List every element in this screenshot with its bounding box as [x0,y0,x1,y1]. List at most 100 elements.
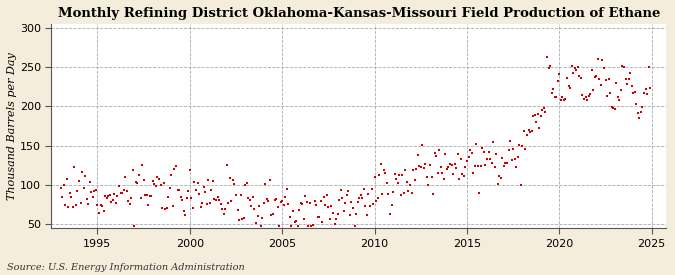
Point [161,206,172,210]
Point [577,93,588,97]
Point [437,171,448,175]
Point [480,163,491,167]
Point [512,155,523,159]
Point [522,133,533,138]
Point [163,195,173,199]
Point [445,161,456,166]
Point [80,174,90,178]
Point [446,163,457,167]
Point [144,194,155,198]
Point [629,90,640,94]
Point [200,190,211,195]
Point [288,209,298,214]
Point [132,181,143,186]
Point [588,88,599,92]
Point [583,94,594,98]
Point [360,204,371,208]
Point [154,177,165,182]
Point [167,204,178,208]
Point [634,116,645,120]
Point [141,193,152,197]
Point [315,199,326,203]
Point [118,188,129,192]
Point [263,198,274,203]
Point [628,91,639,95]
Point [57,195,68,200]
Point [516,183,526,188]
Point [511,165,522,169]
Point [408,168,418,172]
Point [198,185,209,189]
Point [248,194,259,199]
Point [314,215,325,219]
Point [238,216,249,220]
Point [417,143,428,147]
Point [90,187,101,192]
Point [440,152,451,156]
Point [491,152,502,156]
Point [468,171,479,175]
Point [75,200,86,205]
Point [549,95,560,99]
Point [582,97,593,102]
Point [72,188,83,193]
Point [183,188,194,193]
Point [642,91,653,96]
Point [485,157,495,161]
Point [396,193,406,198]
Point [591,73,601,78]
Point [429,151,440,155]
Point [377,192,387,196]
Point [212,194,223,199]
Point [470,141,481,146]
Point [452,152,463,156]
Point [89,188,100,193]
Point [205,200,215,205]
Point [556,98,566,103]
Point [380,171,391,175]
Point [342,193,352,197]
Point [385,212,396,217]
Point [320,203,331,207]
Point [580,95,591,99]
Point [492,182,503,186]
Point [431,154,441,158]
Point [423,183,434,187]
Point [278,203,289,208]
Point [595,82,606,87]
Point [332,212,343,216]
Point [403,189,414,193]
Point [409,178,420,182]
Point [302,200,313,204]
Point [523,128,534,132]
Point [203,178,214,182]
Point [177,198,188,202]
Point [250,220,261,225]
Point [260,182,271,186]
Point [383,192,394,196]
Point [352,200,363,204]
Point [97,203,107,208]
Point [343,189,354,194]
Point [266,213,277,218]
Point [636,110,647,115]
Point [488,139,499,144]
Point [256,216,267,220]
Point [611,81,622,86]
Point [128,168,138,172]
Point [209,197,220,202]
Point [300,193,310,198]
Point [254,204,265,208]
Point [214,198,225,203]
Point [645,86,655,90]
Point [418,166,429,170]
Point [358,187,369,191]
Point [337,196,348,200]
Point [106,200,117,205]
Point [348,206,358,211]
Point [226,199,237,203]
Point [218,212,229,216]
Point [55,186,66,190]
Point [335,188,346,192]
Point [565,86,576,90]
